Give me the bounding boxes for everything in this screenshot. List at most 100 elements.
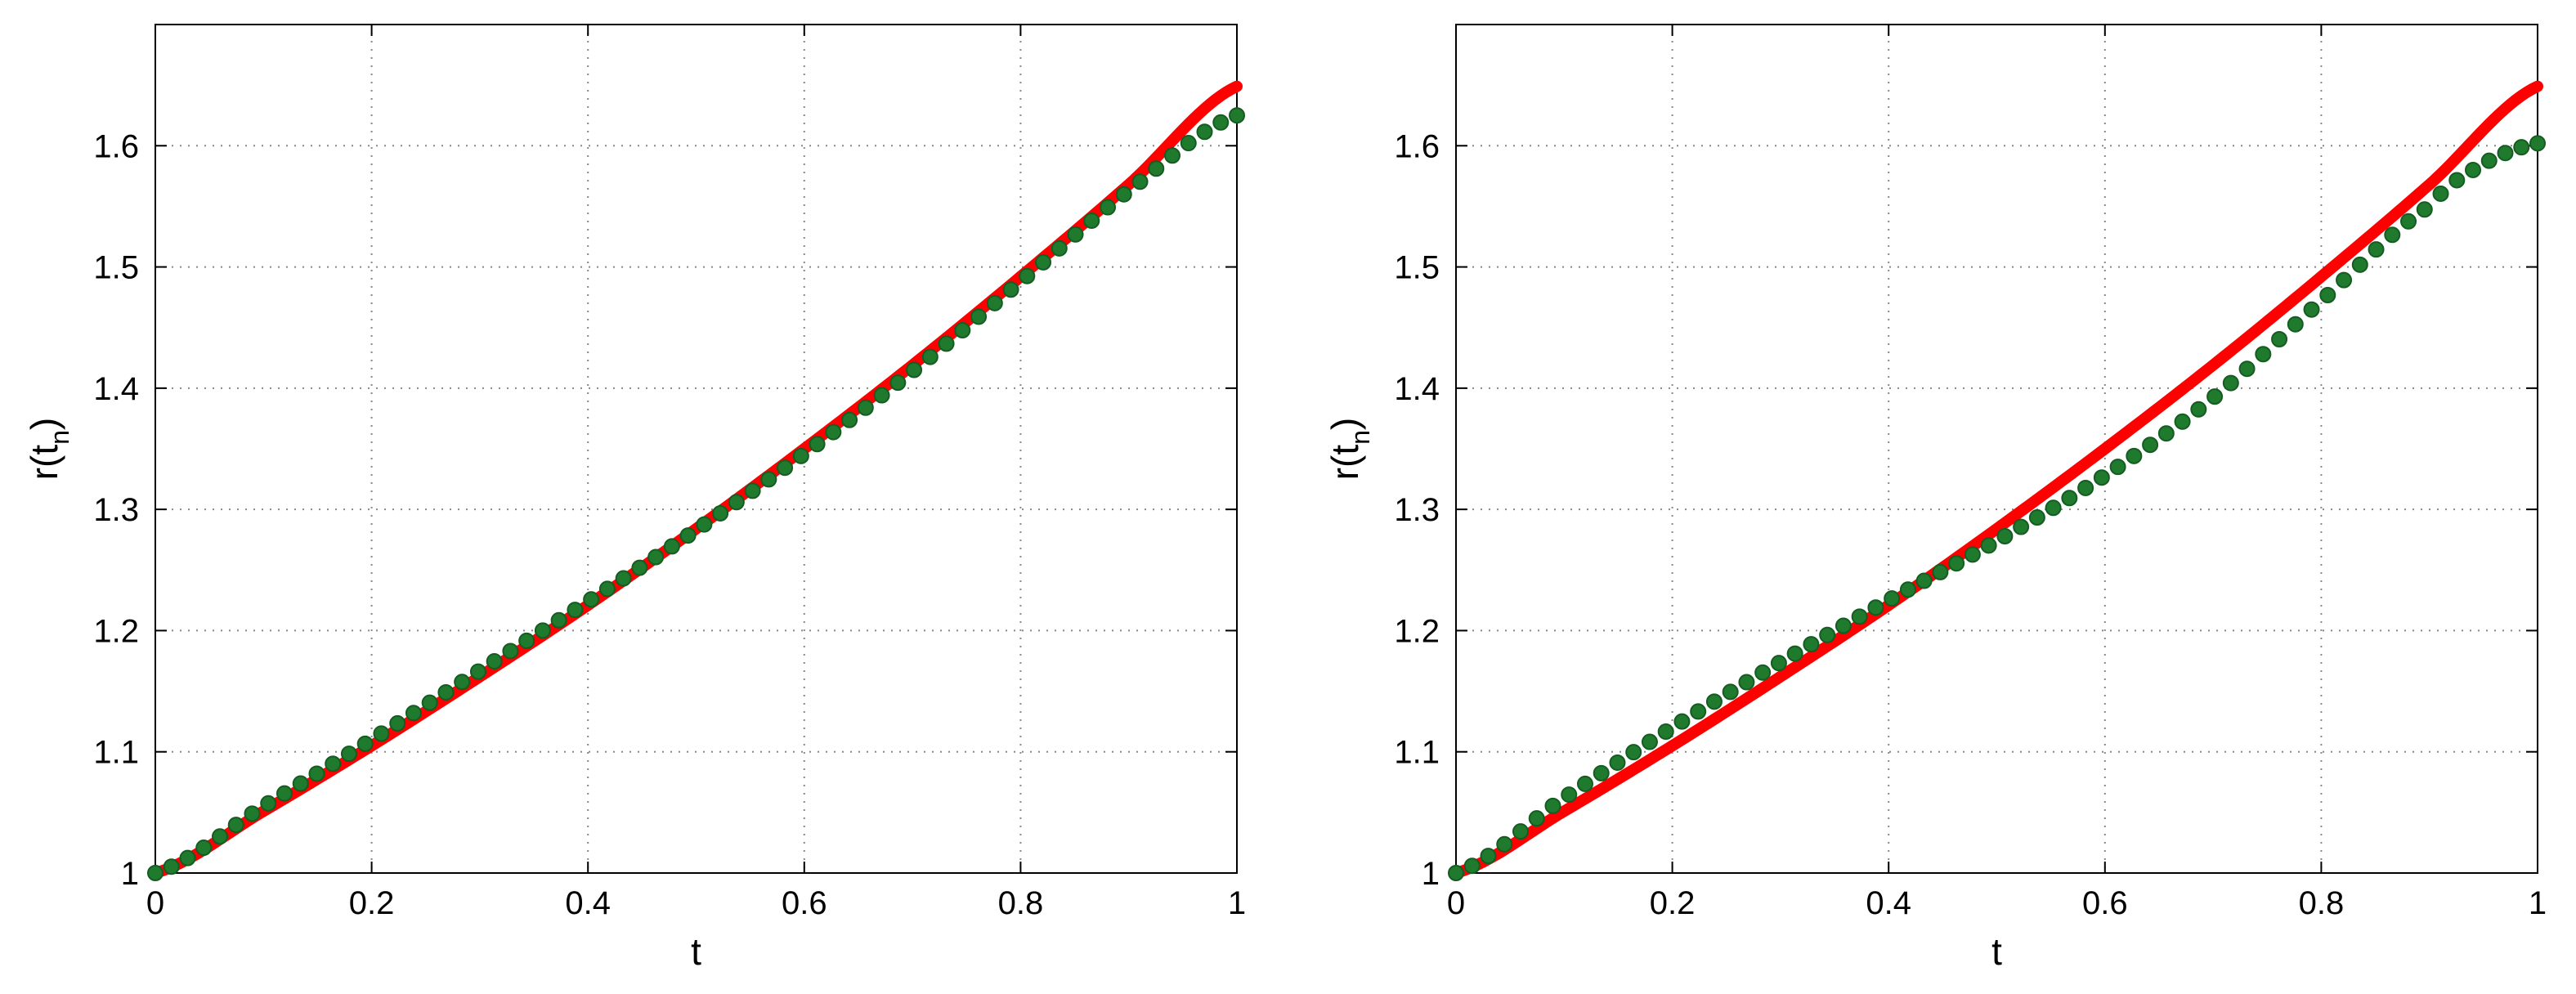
series-marker bbox=[325, 755, 342, 772]
series-marker bbox=[211, 828, 228, 845]
series-marker bbox=[2336, 271, 2353, 289]
series-marker bbox=[1067, 226, 1084, 243]
x-tick-label: 0.2 bbox=[1650, 885, 1696, 921]
series-marker bbox=[2480, 152, 2498, 169]
series-marker bbox=[356, 735, 374, 752]
series-marker bbox=[2448, 172, 2466, 189]
series-marker bbox=[1948, 555, 1965, 572]
series-marker bbox=[502, 643, 519, 660]
series-marker bbox=[1786, 645, 1803, 662]
series-marker bbox=[2077, 479, 2094, 496]
series-marker bbox=[663, 538, 680, 555]
series-marker bbox=[2222, 374, 2239, 392]
series-marker bbox=[2255, 346, 2272, 363]
series-marker bbox=[2190, 401, 2207, 418]
series-marker bbox=[889, 374, 907, 392]
series-marker bbox=[1002, 281, 1019, 298]
series-marker bbox=[1576, 775, 1593, 792]
x-axis-label: t bbox=[691, 930, 701, 973]
series-marker bbox=[1196, 123, 1213, 141]
x-tick-label: 0 bbox=[146, 885, 164, 921]
x-tick-label: 0.4 bbox=[565, 885, 611, 921]
series-marker bbox=[938, 335, 955, 352]
y-tick-label: 1.1 bbox=[93, 735, 139, 771]
x-tick-label: 1 bbox=[1228, 885, 1246, 921]
y-tick-label: 1.5 bbox=[93, 250, 139, 286]
series-marker bbox=[1561, 786, 1578, 804]
series-marker bbox=[276, 785, 293, 802]
series-marker bbox=[2126, 447, 2143, 464]
y-tick-label: 1.3 bbox=[93, 492, 139, 528]
y-axis-label: r(tn) bbox=[23, 418, 74, 481]
y-tick-label: 1.4 bbox=[93, 371, 139, 407]
series-marker bbox=[405, 705, 422, 722]
series-marker bbox=[1738, 674, 1755, 691]
series-marker bbox=[1148, 160, 1165, 177]
x-tick-label: 1 bbox=[2529, 885, 2547, 921]
series-marker bbox=[1035, 253, 1052, 271]
series-marker bbox=[1496, 835, 1513, 853]
series-marker bbox=[2416, 201, 2433, 218]
series-marker bbox=[2513, 139, 2530, 156]
series-marker bbox=[906, 361, 923, 378]
series-marker bbox=[2432, 185, 2449, 202]
series-marker bbox=[2045, 499, 2062, 517]
y-axis-label: r(tn) bbox=[1324, 418, 1375, 481]
series-marker bbox=[1964, 546, 1981, 563]
series-marker bbox=[486, 653, 503, 670]
series-marker bbox=[1851, 608, 1868, 625]
series-marker bbox=[760, 471, 777, 488]
y-tick-label: 1 bbox=[1422, 856, 1440, 892]
series-marker bbox=[2529, 135, 2546, 152]
series-marker bbox=[1544, 797, 1561, 814]
y-tick-label: 1.3 bbox=[1394, 492, 1440, 528]
series-marker bbox=[1996, 527, 2014, 544]
series-marker bbox=[389, 714, 406, 732]
series-marker bbox=[986, 294, 1003, 311]
series-marker bbox=[1180, 135, 1197, 152]
series-marker bbox=[1480, 848, 1497, 865]
series-marker bbox=[1867, 599, 1884, 616]
series-marker bbox=[2497, 145, 2514, 162]
series-marker bbox=[1915, 572, 1933, 589]
series-marker bbox=[631, 559, 648, 576]
series-marker bbox=[1463, 857, 1481, 875]
series-marker bbox=[2142, 437, 2159, 454]
series-marker bbox=[1770, 655, 1787, 672]
series-line-exact bbox=[1450, 80, 2543, 879]
series-marker bbox=[1212, 114, 1230, 131]
series-marker bbox=[1019, 267, 1036, 284]
series-marker bbox=[179, 849, 196, 866]
series-marker bbox=[2206, 388, 2224, 405]
series-marker bbox=[1899, 581, 1916, 598]
y-tick-label: 1.2 bbox=[93, 613, 139, 649]
series-marker bbox=[1835, 617, 1852, 634]
series-marker bbox=[1819, 626, 1836, 643]
series-marker bbox=[2368, 241, 2385, 258]
series-marker bbox=[1754, 664, 1772, 681]
series-marker bbox=[1803, 636, 1820, 653]
series-marker bbox=[1641, 733, 1658, 750]
series-marker bbox=[1512, 823, 1529, 840]
series-marker bbox=[841, 411, 858, 428]
x-tick-label: 0.4 bbox=[1866, 885, 1911, 921]
series-marker bbox=[1229, 107, 1245, 124]
series-marker bbox=[147, 865, 164, 881]
series-marker bbox=[825, 423, 842, 441]
series-marker bbox=[518, 632, 535, 649]
series-marker bbox=[1932, 563, 1949, 580]
y-tick-label: 1.2 bbox=[1394, 613, 1440, 649]
series-marker bbox=[2061, 490, 2078, 507]
x-tick-label: 0.6 bbox=[782, 885, 827, 921]
series-marker bbox=[583, 591, 600, 608]
series-marker bbox=[437, 683, 455, 701]
y-tick-label: 1.1 bbox=[1394, 735, 1440, 771]
x-tick-label: 0.8 bbox=[2299, 885, 2345, 921]
series-marker bbox=[2157, 425, 2175, 442]
series-marker bbox=[777, 459, 794, 477]
series-marker bbox=[1690, 703, 1707, 720]
series-marker bbox=[2174, 413, 2191, 430]
series-marker bbox=[696, 516, 713, 533]
series-marker bbox=[1448, 865, 1464, 881]
